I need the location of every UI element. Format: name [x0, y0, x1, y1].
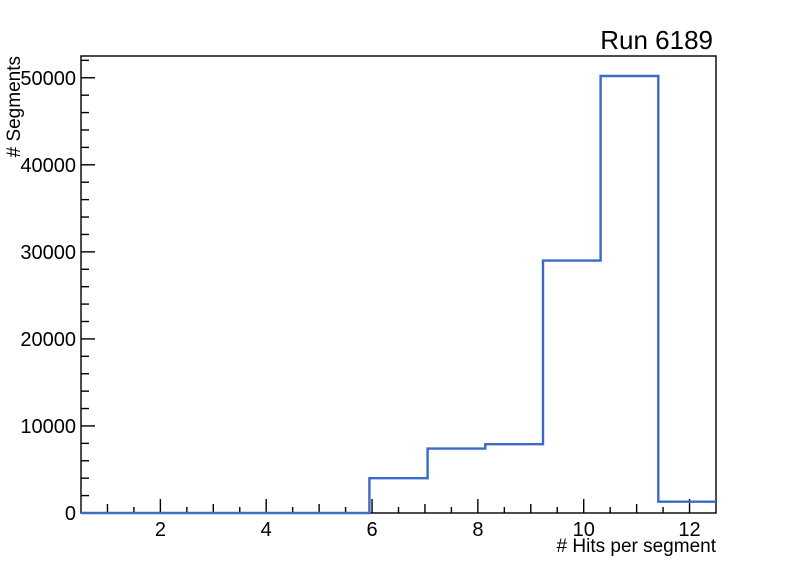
x-axis-ticks: [106, 499, 691, 513]
x-axis-title: # Hits per segment: [557, 536, 717, 557]
plot-title: Run 6189: [600, 25, 713, 55]
y-axis-tick-labels: 0 10000 20000 30000 40000 50000: [20, 68, 76, 525]
x-axis-tick-labels: 2 4 6 8 10 12: [155, 519, 701, 541]
y-tick-label: 20000: [20, 329, 76, 351]
y-tick-label: 50000: [20, 68, 76, 90]
plot-frame: [80, 55, 717, 514]
x-tick-label: 4: [261, 519, 272, 541]
y-tick-label: 30000: [20, 242, 76, 264]
x-tick-label: 10: [573, 519, 595, 541]
y-tick-label: 10000: [20, 416, 76, 438]
x-tick-label: 12: [678, 519, 700, 541]
y-axis-ticks: [81, 59, 95, 514]
x-tick-label: 6: [366, 519, 377, 541]
y-axis-title: # Segments: [4, 56, 25, 157]
x-tick-label: 8: [472, 519, 483, 541]
histogram-line: [81, 74, 716, 515]
x-tick-label: 2: [155, 519, 166, 541]
y-tick-label: 0: [65, 503, 76, 525]
y-tick-label: 40000: [20, 155, 76, 177]
